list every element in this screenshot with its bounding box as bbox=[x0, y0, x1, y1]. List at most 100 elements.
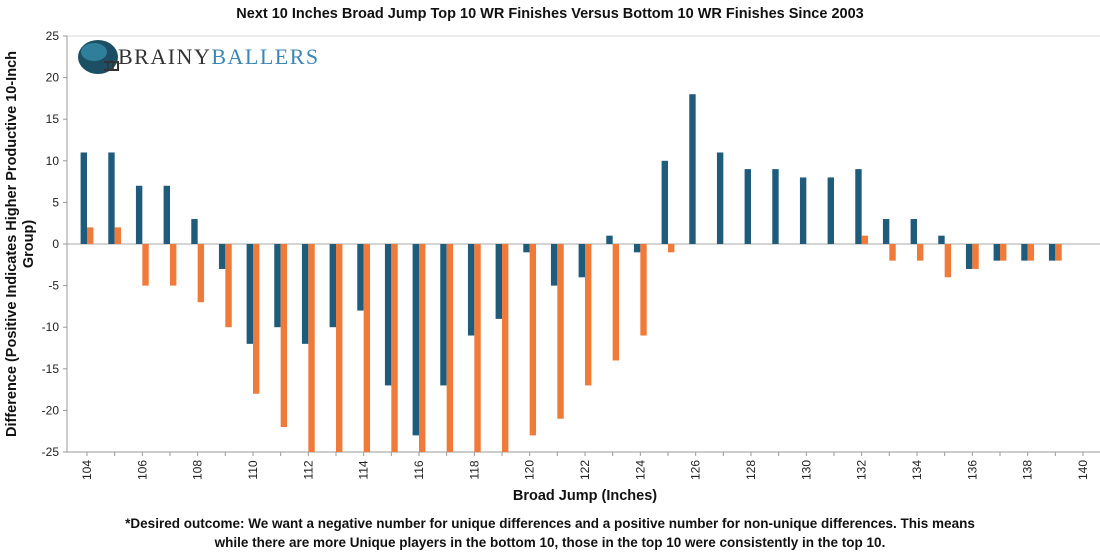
bar bbox=[87, 227, 94, 244]
y-tick-label: 10 bbox=[46, 154, 60, 168]
bar bbox=[225, 244, 232, 328]
footnote: *Desired outcome: We want a negative num… bbox=[0, 514, 1100, 552]
x-tick-label: 126 bbox=[689, 460, 703, 480]
bar bbox=[523, 244, 530, 253]
x-axis-title: Broad Jump (Inches) bbox=[513, 488, 657, 504]
bar bbox=[855, 169, 862, 244]
bar bbox=[578, 244, 585, 278]
footnote-line-1: *Desired outcome: We want a negative num… bbox=[125, 516, 975, 531]
bar bbox=[391, 244, 398, 452]
bar bbox=[412, 244, 419, 436]
bar bbox=[1055, 244, 1062, 261]
bar bbox=[495, 244, 502, 319]
logo-text-ballers: BALLERS bbox=[211, 44, 319, 69]
bar bbox=[827, 177, 834, 244]
bar bbox=[467, 244, 475, 336]
logo-text-brainy: BRAINY bbox=[118, 44, 211, 69]
bar bbox=[191, 219, 198, 244]
bar bbox=[274, 244, 281, 328]
bar bbox=[502, 244, 509, 452]
bar bbox=[716, 152, 724, 244]
bar bbox=[550, 244, 558, 286]
x-tick-label: 104 bbox=[80, 460, 94, 480]
y-tick-label: 5 bbox=[52, 195, 59, 209]
bar bbox=[861, 235, 869, 244]
bar bbox=[1021, 244, 1028, 261]
x-tick-label: 108 bbox=[191, 460, 205, 480]
x-tick-label: 110 bbox=[246, 460, 260, 479]
bar bbox=[363, 244, 371, 452]
bar bbox=[218, 244, 226, 269]
bar bbox=[1027, 244, 1035, 261]
bar bbox=[170, 244, 177, 286]
bar bbox=[474, 244, 481, 452]
bar bbox=[557, 244, 564, 419]
bar bbox=[799, 177, 807, 244]
bar bbox=[965, 244, 973, 269]
y-tick-label: -10 bbox=[42, 320, 60, 334]
y-axis-title: Difference (Positive Indicates Higher Pr… bbox=[4, 51, 37, 437]
x-tick-label: 116 bbox=[412, 460, 426, 479]
bar bbox=[689, 94, 696, 245]
bar bbox=[357, 244, 364, 311]
x-tick-label: 122 bbox=[578, 460, 592, 480]
bar bbox=[280, 244, 288, 428]
bar bbox=[972, 244, 979, 269]
bar bbox=[944, 244, 952, 278]
bar bbox=[668, 244, 675, 253]
bar bbox=[246, 244, 253, 344]
bar bbox=[612, 244, 620, 361]
bar bbox=[993, 244, 1000, 261]
bar bbox=[1048, 244, 1056, 261]
bar bbox=[744, 169, 751, 244]
bar bbox=[1000, 244, 1007, 261]
bar bbox=[108, 152, 115, 244]
y-tick-label: 20 bbox=[46, 71, 60, 85]
helmet-icon bbox=[78, 40, 119, 74]
logo-text: BRAINYBALLERS bbox=[118, 44, 320, 69]
x-tick-label: 114 bbox=[357, 460, 371, 479]
bar bbox=[301, 244, 309, 344]
brainyballers-logo: BRAINYBALLERS bbox=[78, 40, 320, 74]
x-tick-label: 118 bbox=[467, 460, 481, 479]
axis-labels: 25 20 15 10 5 0 -5 -10 -15 -20 -25 104 106 108 110 112 1… bbox=[4, 29, 1090, 504]
bar bbox=[640, 244, 647, 336]
bar bbox=[633, 244, 641, 253]
y-tick-label: -25 bbox=[42, 445, 60, 459]
bar bbox=[661, 160, 668, 244]
bar bbox=[197, 244, 205, 303]
x-tick-label: 134 bbox=[910, 460, 924, 480]
axes bbox=[63, 35, 1100, 456]
y-tick-label: 15 bbox=[46, 112, 60, 126]
y-tick-label: 25 bbox=[46, 29, 60, 43]
x-tick-label: 138 bbox=[1021, 460, 1035, 480]
y-tick-label: -15 bbox=[42, 362, 60, 376]
bar bbox=[135, 185, 143, 244]
bar bbox=[440, 244, 447, 386]
bar bbox=[384, 244, 392, 386]
bar bbox=[772, 169, 779, 244]
x-tick-label: 112 bbox=[301, 460, 315, 479]
bar bbox=[917, 244, 924, 261]
bar bbox=[419, 244, 426, 452]
x-tick-label: 120 bbox=[523, 460, 537, 480]
bar bbox=[114, 227, 122, 244]
bars bbox=[80, 94, 1062, 452]
footnote-line-2: while there are more Unique players in t… bbox=[214, 535, 886, 550]
chart-title: Next 10 Inches Broad Jump Top 10 WR Fini… bbox=[236, 6, 864, 22]
x-tick-label: 140 bbox=[1076, 460, 1090, 480]
bar bbox=[529, 244, 537, 436]
bar bbox=[308, 244, 315, 452]
bar bbox=[80, 152, 87, 244]
bar bbox=[446, 244, 454, 452]
y-tick-label: 0 bbox=[52, 237, 59, 251]
bar bbox=[889, 244, 896, 261]
x-tick-label: 128 bbox=[744, 460, 758, 480]
x-tick-label: 124 bbox=[633, 460, 647, 480]
x-tick-label: 132 bbox=[855, 460, 869, 480]
bar bbox=[585, 244, 592, 386]
x-tick-label: 136 bbox=[965, 460, 979, 480]
bar bbox=[253, 244, 260, 394]
bar bbox=[329, 244, 336, 328]
